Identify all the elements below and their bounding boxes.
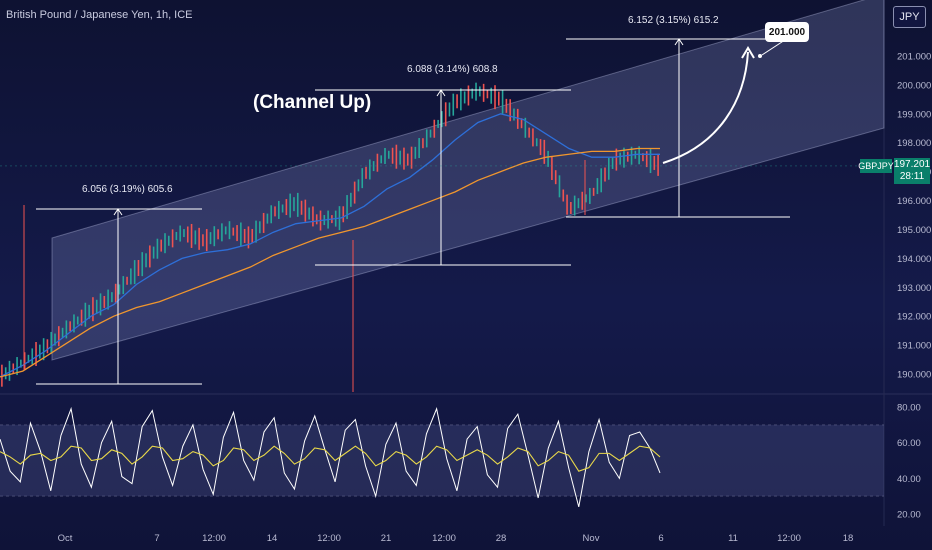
- measure-bracket-3: [566, 38, 790, 218]
- x-tick-label: 6: [658, 533, 663, 544]
- chart-title: British Pound / Japanese Yen, 1h, ICE: [6, 9, 193, 21]
- measure-label-2: 6.088 (3.14%) 608.8: [407, 64, 498, 75]
- rsi-line: [0, 406, 661, 507]
- measure-label-3: 6.152 (3.15%) 615.2: [628, 15, 719, 26]
- x-tick-label: 18: [843, 533, 854, 544]
- y-tick-label: 195.000: [897, 225, 931, 236]
- x-tick-label: 12:00: [777, 533, 801, 544]
- y-tick-label: 190.000: [897, 370, 931, 381]
- bracket-arrow: [436, 89, 446, 97]
- rsi-tick-label: 80.00: [897, 403, 921, 414]
- x-tick-label: 11: [728, 533, 738, 544]
- rsi-tick-label: 40.00: [897, 474, 921, 485]
- y-tick-label: 191.000: [897, 341, 931, 352]
- y-tick-label: 200.000: [897, 80, 931, 91]
- measure-bracket-2: [315, 89, 571, 266]
- rsi-tick-label: 60.00: [897, 438, 921, 449]
- callout-dot: [758, 54, 762, 58]
- bracket-arrow: [674, 38, 684, 46]
- projection-arrow: [662, 51, 749, 164]
- ticker-tag: GBPJPY: [858, 159, 894, 173]
- measure-label-1: 6.056 (3.19%) 605.6: [82, 184, 173, 195]
- x-tick-label: Oct: [58, 533, 73, 544]
- y-tick-label: 196.000: [897, 196, 931, 207]
- channel-band: [51, 0, 885, 361]
- x-tick-label: 14: [267, 533, 278, 544]
- rsi-ma-line: [0, 445, 661, 472]
- currency-button[interactable]: JPY: [893, 6, 926, 28]
- y-tick-label: 198.000: [897, 138, 931, 149]
- y-tick-label: 199.000: [897, 109, 931, 120]
- y-tick-label: 194.000: [897, 254, 931, 265]
- y-tick-label: 201.000: [897, 52, 931, 63]
- last-price: 197.201: [893, 159, 931, 170]
- x-tick-label: 28: [496, 533, 507, 544]
- x-tick-label: 12:00: [202, 533, 226, 544]
- blue-ma-line: [0, 113, 660, 378]
- x-tick-label: Nov: [583, 533, 600, 544]
- x-tick-label: 7: [154, 533, 159, 544]
- rsi-tick-label: 20.00: [897, 510, 921, 521]
- bracket-arrow: [113, 208, 123, 216]
- x-tick-label: 12:00: [317, 533, 341, 544]
- orange-ma-line: [0, 147, 660, 378]
- y-tick-label: 193.000: [897, 283, 931, 294]
- last-price-tag: 197.201 28:11: [894, 158, 930, 184]
- y-tick-label: 192.000: [897, 312, 931, 323]
- target-callout: 201.000: [765, 22, 809, 42]
- x-tick-label: 12:00: [432, 533, 456, 544]
- measure-bracket-1: [36, 208, 202, 385]
- x-tick-label: 21: [381, 533, 392, 544]
- channel-label: (Channel Up): [253, 92, 372, 113]
- projection-arrowhead: [741, 46, 755, 59]
- bar-countdown: 28:11: [899, 171, 925, 182]
